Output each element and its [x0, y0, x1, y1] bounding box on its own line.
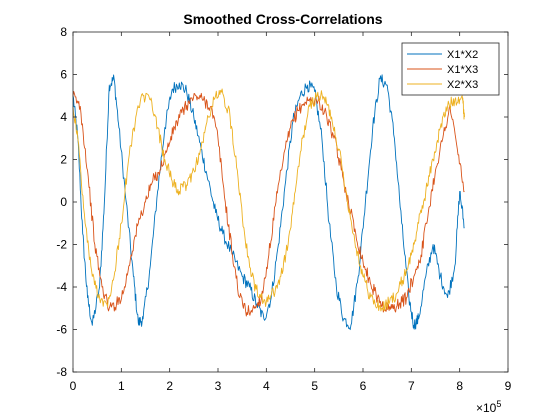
y-tick-label: -2: [56, 238, 67, 252]
x-tick-label: 7: [408, 379, 415, 393]
y-tick-label: -6: [56, 323, 67, 337]
x-exponent-power: 5: [496, 399, 501, 409]
y-tick-label: -4: [56, 280, 67, 294]
x-tick-label: 3: [215, 379, 222, 393]
x-exponent-label: ×105: [476, 399, 501, 415]
x-tick-label: 6: [360, 379, 367, 393]
x-exponent-base: ×10: [476, 401, 497, 415]
series-line-2: [72, 90, 465, 317]
x-tick-label: 2: [166, 379, 173, 393]
series-layer: [72, 74, 465, 331]
ticks-layer: 0 1 2 3 4 5 6 7 8 9 -8 -6 -4 -2 0 2 4 6 8: [56, 25, 511, 393]
legend-label: X1*X3: [447, 64, 478, 76]
chart-title: Smoothed Cross-Correlations: [183, 11, 382, 27]
legend: X1*X2 X1*X3 X2*X3: [401, 42, 500, 96]
y-tick-label: 4: [60, 110, 67, 124]
legend-label: X2*X3: [447, 79, 478, 91]
x-tick-label: 4: [263, 379, 270, 393]
x-tick-label: 8: [456, 379, 463, 393]
x-tick-label: 9: [505, 379, 512, 393]
legend-label: X1*X2: [447, 49, 478, 61]
y-tick-label: 0: [60, 195, 67, 209]
x-tick-label: 5: [311, 379, 318, 393]
y-tick-label: 8: [60, 25, 67, 39]
x-tick-label: 1: [118, 379, 125, 393]
series-line-3: [72, 88, 465, 312]
y-tick-label: 2: [60, 153, 67, 167]
series-line-1: [72, 74, 465, 331]
y-tick-label: -8: [56, 365, 67, 379]
y-tick-label: 6: [60, 68, 67, 82]
x-tick-label: 0: [70, 379, 77, 393]
